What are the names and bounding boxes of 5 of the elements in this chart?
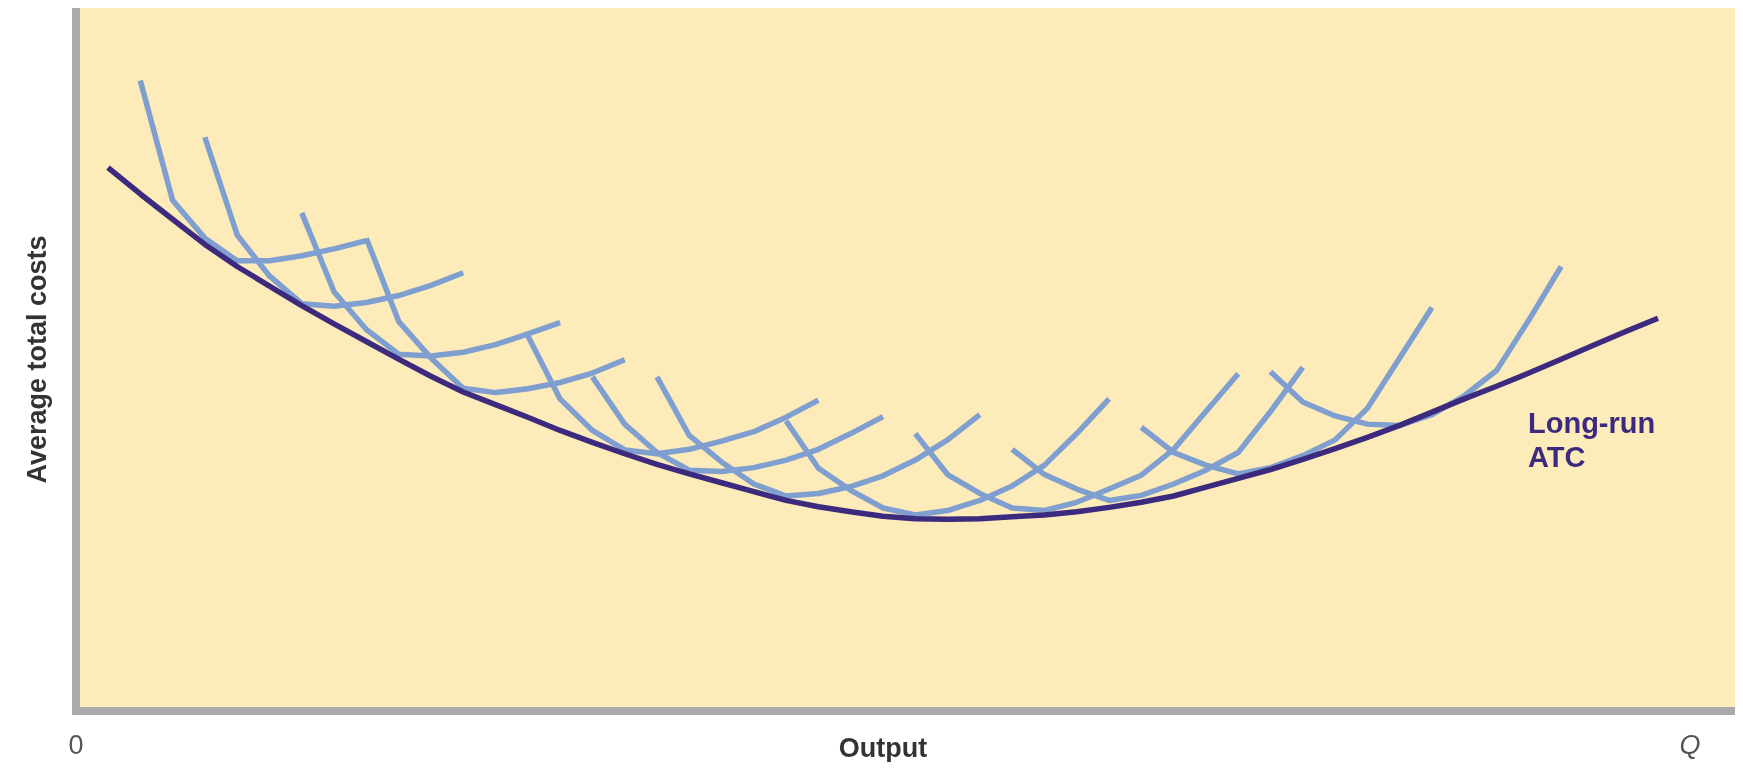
series-label: Long-run ATC: [1528, 407, 1656, 474]
x-axis-title: Output: [838, 733, 928, 763]
text: Q: [1679, 730, 1701, 760]
y-axis-title: Average total costs: [22, 235, 52, 484]
text: 0: [68, 730, 84, 760]
